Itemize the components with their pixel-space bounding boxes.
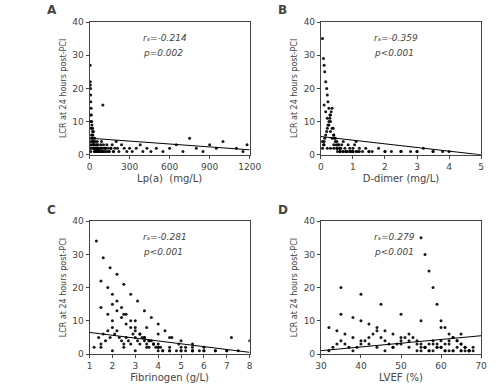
svg-text:10: 10 — [304, 117, 316, 127]
svg-text:30: 30 — [304, 50, 316, 60]
svg-text:6: 6 — [201, 361, 207, 371]
svg-text:0: 0 — [78, 349, 84, 359]
svg-text:LCR at 24 hours post-PCI: LCR at 24 hours post-PCI — [290, 238, 299, 337]
svg-text:40: 40 — [355, 361, 367, 371]
svg-text:3: 3 — [132, 361, 138, 371]
svg-text:LCR at 24 hours post-PCI: LCR at 24 hours post-PCI — [59, 238, 68, 337]
svg-text:10: 10 — [72, 316, 84, 326]
svg-text:p<0.001: p<0.001 — [374, 48, 414, 58]
svg-text:30: 30 — [72, 250, 84, 260]
svg-text:20: 20 — [304, 283, 316, 293]
svg-text:p<0.001: p<0.001 — [143, 247, 183, 257]
svg-text:LVEF (%): LVEF (%) — [379, 372, 423, 383]
svg-text:20: 20 — [72, 84, 84, 94]
svg-text:2: 2 — [382, 162, 388, 172]
svg-text:10: 10 — [72, 117, 84, 127]
svg-text:5: 5 — [478, 162, 484, 172]
svg-text:1: 1 — [87, 361, 93, 371]
svg-text:7: 7 — [224, 361, 230, 371]
svg-text:LCR at 24 hours post-PCI: LCR at 24 hours post-PCI — [290, 39, 299, 138]
svg-text:LCR at 24 hours post-PCI: LCR at 24 hours post-PCI — [59, 39, 68, 138]
svg-text:1200: 1200 — [238, 162, 261, 172]
svg-text:900: 900 — [201, 162, 218, 172]
svg-text:rₛ=-0.359: rₛ=-0.359 — [374, 33, 418, 43]
svg-text:4: 4 — [446, 162, 452, 172]
svg-text:300: 300 — [121, 162, 138, 172]
svg-text:10: 10 — [304, 316, 316, 326]
svg-text:C: C — [47, 203, 56, 217]
svg-text:0: 0 — [309, 349, 315, 359]
svg-text:40: 40 — [72, 216, 84, 226]
svg-text:rₛ=-0.214: rₛ=-0.214 — [143, 33, 187, 43]
svg-text:rₛ=-0.281: rₛ=-0.281 — [143, 232, 187, 242]
svg-text:D: D — [278, 203, 288, 217]
svg-text:0: 0 — [309, 150, 315, 160]
svg-text:0: 0 — [78, 150, 84, 160]
svg-text:4: 4 — [155, 361, 161, 371]
svg-text:60: 60 — [435, 361, 447, 371]
svg-text:0: 0 — [318, 162, 324, 172]
svg-text:20: 20 — [72, 283, 84, 293]
svg-text:D-dimer (mg/L): D-dimer (mg/L) — [363, 173, 440, 184]
svg-text:30: 30 — [72, 50, 84, 60]
svg-text:3: 3 — [414, 162, 420, 172]
svg-text:40: 40 — [72, 17, 84, 27]
svg-text:B: B — [278, 3, 287, 17]
svg-text:8: 8 — [247, 361, 253, 371]
svg-text:30: 30 — [315, 361, 327, 371]
svg-text:p<0.001: p<0.001 — [374, 247, 414, 257]
svg-text:A: A — [47, 3, 57, 17]
svg-text:0: 0 — [87, 162, 93, 172]
svg-text:rₛ=0.279: rₛ=0.279 — [374, 232, 415, 242]
svg-text:2: 2 — [110, 361, 116, 371]
svg-text:70: 70 — [475, 361, 487, 371]
svg-text:Lp(a) (mg/L): Lp(a) (mg/L) — [137, 173, 202, 184]
svg-text:30: 30 — [304, 250, 316, 260]
svg-text:50: 50 — [395, 361, 407, 371]
svg-text:1: 1 — [350, 162, 356, 172]
svg-text:40: 40 — [304, 216, 316, 226]
svg-text:p=0.002: p=0.002 — [143, 48, 183, 58]
svg-text:20: 20 — [304, 84, 316, 94]
svg-text:40: 40 — [304, 17, 316, 27]
svg-text:Fibrinogen (g/L): Fibrinogen (g/L) — [130, 372, 209, 383]
svg-text:600: 600 — [161, 162, 178, 172]
svg-text:5: 5 — [178, 361, 184, 371]
